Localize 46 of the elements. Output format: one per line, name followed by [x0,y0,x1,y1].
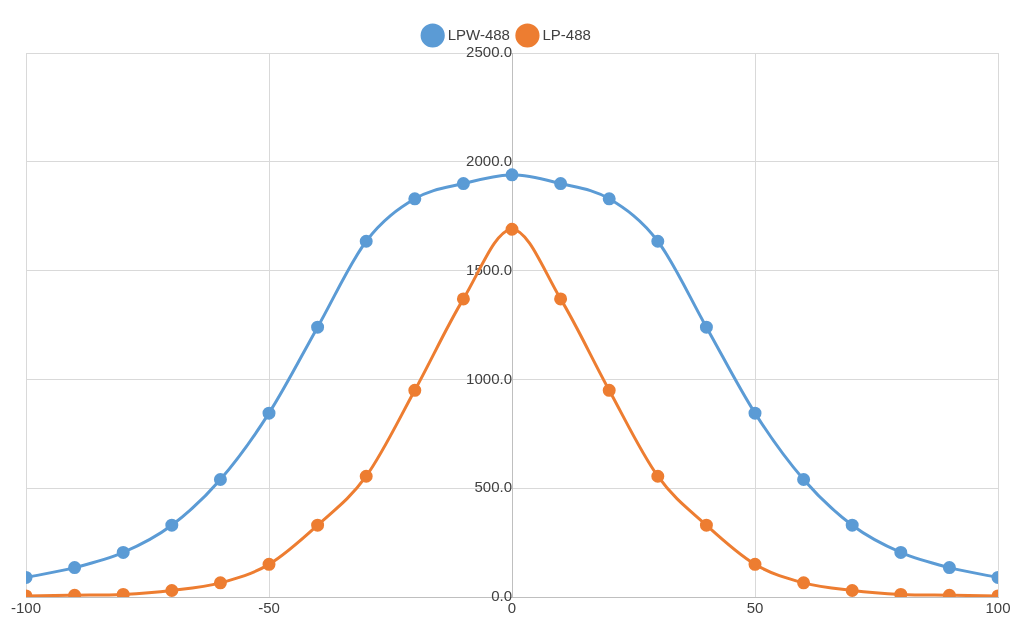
y-tick-label: 2000.0 [466,151,513,169]
point [651,234,665,248]
point [116,545,130,559]
point [311,320,325,334]
y-tick-label: 500.0 [474,478,513,496]
point [505,168,519,182]
x-tick-label: 100 [985,599,1011,617]
point [262,406,276,420]
point [748,406,762,420]
point [748,557,762,571]
point [894,587,908,597]
point [213,576,227,590]
point [165,583,179,597]
point [408,192,422,206]
point [262,557,276,571]
point [554,292,568,306]
point [116,587,130,597]
point [165,518,179,532]
point [213,473,227,486]
y-tick-label: 2500.0 [466,43,513,61]
point [845,583,859,597]
point [456,177,470,191]
point [797,576,811,590]
point [699,320,713,334]
point [554,177,568,191]
point [456,292,470,306]
point [602,383,616,397]
x-tick-label: -50 [258,599,280,617]
point [359,234,373,248]
x-tick-label: 50 [746,599,764,617]
point [845,518,859,532]
point [651,469,665,483]
point [359,469,373,483]
point [68,561,82,575]
legend-label: LP-488 [542,25,591,43]
point [408,383,422,397]
x-tick-label: -100 [11,599,42,617]
point [505,222,519,236]
point [699,518,713,532]
y-tick-label: 1000.0 [466,369,513,387]
legend-label: LPW-488 [447,25,510,43]
point [311,518,325,532]
point [942,561,956,575]
point [894,545,908,559]
point [602,192,616,206]
point [797,473,811,486]
